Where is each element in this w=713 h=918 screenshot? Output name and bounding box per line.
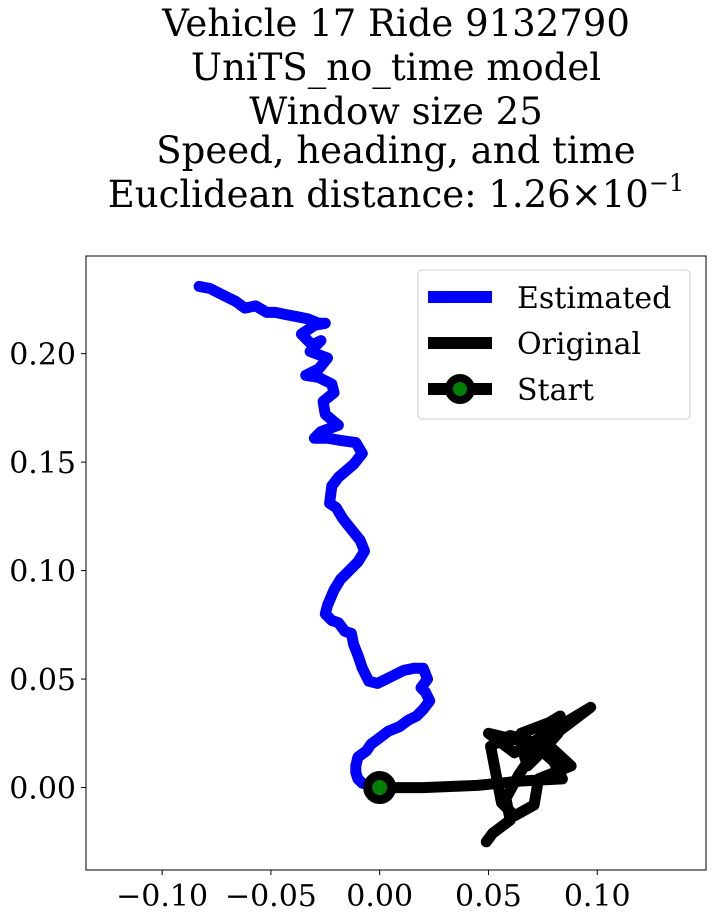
series-line-original [374,701,597,848]
legend-swatch-start-marker [445,374,475,404]
legend: Estimated Original Start [417,269,691,420]
legend-label-start: Start [517,373,594,408]
y-tick-label: 0.05 [9,663,76,698]
legend-box [417,269,691,420]
legend-label-original: Original [517,327,641,362]
start-marker [363,771,397,805]
x-tick-label: 0.10 [564,879,631,914]
plot-frame [85,255,707,871]
y-axis: 0.00 0.05 0.10 0.15 0.20 [9,338,86,807]
legend-label-estimated: Estimated [517,281,671,316]
series-line-estimated [193,280,436,794]
title-metric-base: 10 [602,173,649,216]
x-tick-label: 0.00 [346,879,413,914]
chart-title: Vehicle 17 Ride 9132790 UniTS_no_time mo… [108,2,684,216]
y-tick-label: 0.20 [9,338,76,373]
title-metric-exponent: −1 [649,169,684,197]
x-axis: −0.10 −0.05 0.00 0.05 0.10 [116,870,631,914]
title-metric-mantissa: 1.26 [488,173,570,216]
start-marker-layer [363,771,397,805]
title-line-2: UniTS_no_time model [191,46,601,90]
x-tick-label: −0.10 [116,879,208,914]
y-tick-label: 0.15 [9,446,76,481]
x-tick-label: 0.05 [455,879,522,914]
y-tick-label: 0.10 [9,555,76,590]
title-line-4: Speed, heading, and time [156,129,635,172]
y-tick-label: 0.00 [9,772,76,807]
title-metric-times: × [571,173,602,216]
title-metric-prefix: Euclidean distance: [108,173,489,216]
title-line-3: Window size 25 [249,90,543,133]
title-metric-line: Euclidean distance: 1.26×10−1 [108,169,684,216]
title-line-1: Vehicle 17 Ride 9132790 [161,2,630,45]
series-layer [193,280,597,848]
x-tick-label: −0.05 [225,879,317,914]
